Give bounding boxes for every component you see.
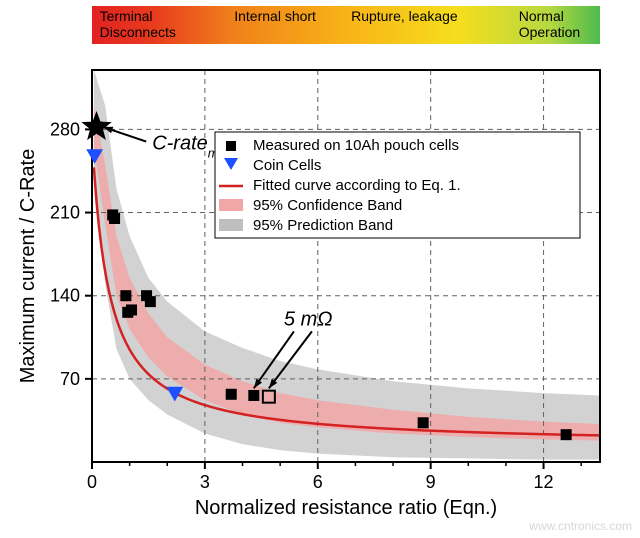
x-tick-label: 3 — [200, 472, 210, 492]
legend-item-label: Fitted curve according to Eq. 1. — [253, 177, 461, 194]
x-tick-label: 12 — [534, 472, 554, 492]
legend-item-label: Coin Cells — [253, 157, 321, 174]
x-tick-label: 9 — [426, 472, 436, 492]
chart-container: TerminalDisconnects Internal short Rupture… — [0, 0, 640, 538]
square-marker — [226, 389, 236, 399]
y-tick-label: 140 — [50, 286, 80, 306]
y-tick-label: 280 — [50, 119, 80, 139]
square-marker — [121, 291, 131, 301]
chart-svg: TerminalDisconnects Internal short Rupture… — [0, 0, 640, 538]
band-label: Rupture, leakage — [351, 8, 458, 24]
square-marker — [249, 390, 259, 400]
square-marker — [561, 430, 571, 440]
square-marker — [418, 418, 428, 428]
legend-item-label: 95% Confidence Band — [253, 197, 402, 214]
square-marker — [145, 297, 155, 307]
band-label: Internal short — [234, 8, 316, 24]
band-label: Terminal — [100, 8, 153, 24]
five-mohm-annotation: 5 mΩ — [284, 308, 333, 330]
x-tick-label: 0 — [87, 472, 97, 492]
y-tick-label: 210 — [50, 203, 80, 223]
square-marker — [110, 213, 120, 223]
x-tick-label: 6 — [313, 472, 323, 492]
band-label: Operation — [519, 24, 580, 40]
y-axis-label: Maximum current / C-Rate — [17, 149, 39, 384]
band-label: Normal — [519, 8, 564, 24]
watermark: www.cntronics.com — [528, 519, 632, 533]
legend-item-label: 95% Prediction Band — [253, 217, 393, 234]
x-axis-label: Normalized resistance ratio (Eqn.) — [195, 497, 497, 519]
legend-item-label: Measured on 10Ah pouch cells — [253, 137, 459, 154]
y-tick-label: 70 — [60, 369, 80, 389]
band-label: Disconnects — [100, 24, 176, 40]
square-marker — [127, 305, 137, 315]
